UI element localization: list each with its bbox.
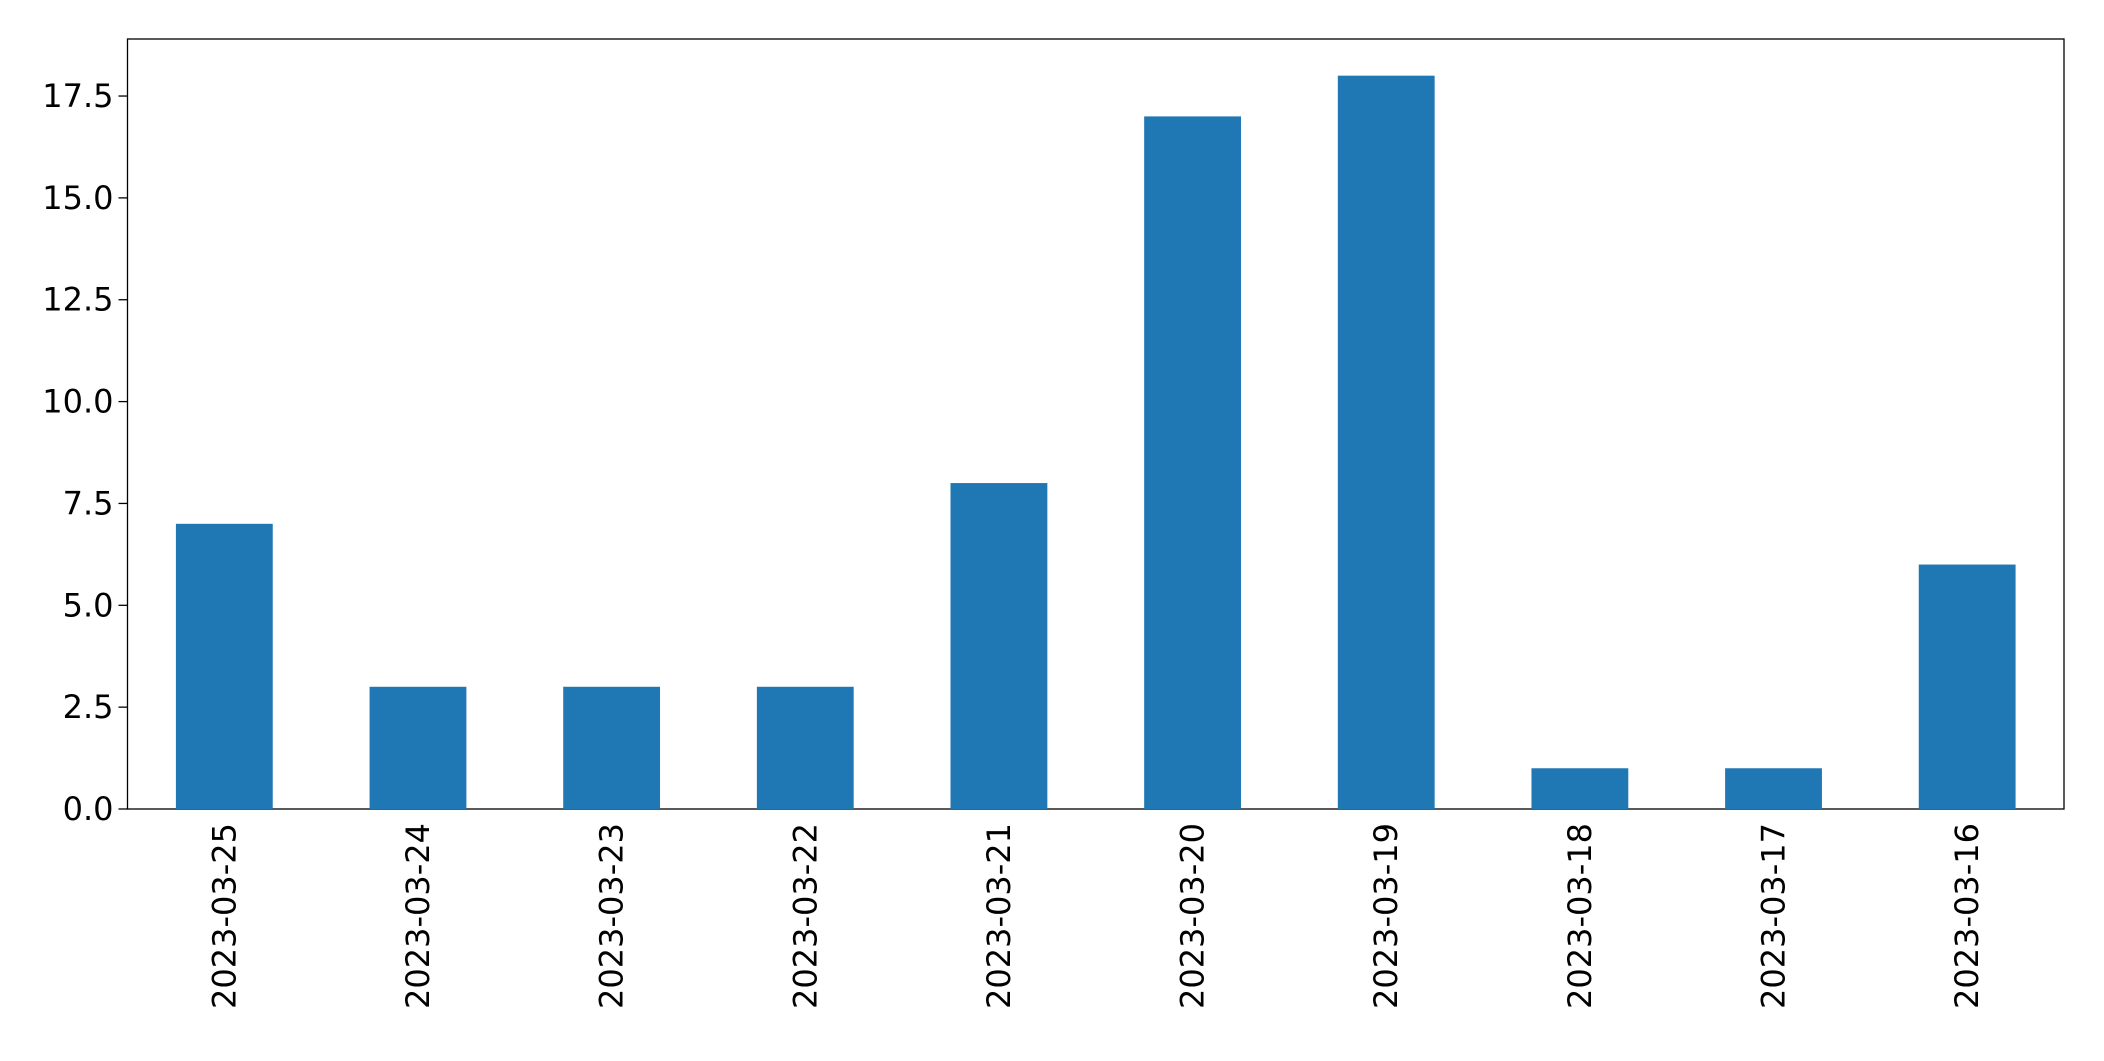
y-tick-label: 15.0: [42, 179, 113, 217]
y-tick-label: 2.5: [63, 688, 114, 726]
x-tick-label: 2023-03-21: [980, 823, 1018, 1009]
bar: [756, 686, 854, 809]
x-tick-label: 2023-03-16: [1948, 823, 1986, 1009]
bar: [175, 523, 273, 809]
x-tick-label: 2023-03-17: [1755, 823, 1793, 1009]
x-tick-label: 2023-03-22: [786, 823, 824, 1009]
x-tick-label: 2023-03-23: [593, 823, 631, 1009]
bar: [1725, 768, 1822, 809]
y-tick-label: 17.5: [42, 77, 113, 115]
x-tick-label: 2023-03-20: [1174, 823, 1212, 1009]
bar: [950, 483, 1048, 809]
x-tick-label: 2023-03-18: [1561, 823, 1599, 1009]
y-tick-label: 10.0: [42, 383, 113, 421]
x-tick-label: 2023-03-19: [1367, 823, 1405, 1009]
x-tick-label: 2023-03-25: [205, 823, 243, 1009]
axes-frame: [126, 38, 2065, 810]
x-tick-label: 2023-03-24: [399, 823, 437, 1009]
bar: [563, 686, 661, 809]
y-tick-label: 0.0: [63, 790, 114, 828]
bar: [369, 686, 467, 809]
bar: [1531, 768, 1629, 809]
bar: [1144, 116, 1241, 809]
bar: [1918, 564, 2016, 809]
y-tick-label: 7.5: [63, 484, 114, 522]
y-tick-label: 12.5: [42, 281, 113, 319]
bar: [1337, 75, 1435, 809]
y-tick-label: 5.0: [63, 586, 114, 624]
